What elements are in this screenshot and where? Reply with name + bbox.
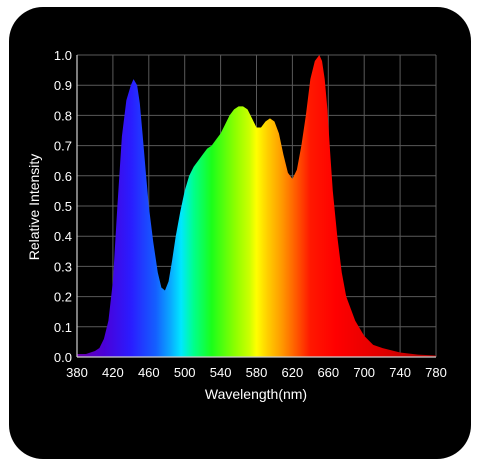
x-tick-label: 380: [66, 365, 88, 380]
y-axis-title: Relative Intensity: [26, 154, 42, 261]
y-tick-label: 0.5: [54, 199, 72, 214]
x-tick-label: 780: [425, 365, 447, 380]
x-tick-label: 740: [389, 365, 411, 380]
y-tick-label: 0.3: [54, 259, 72, 274]
x-tick-label: 620: [282, 365, 304, 380]
x-tick-label: 420: [102, 365, 124, 380]
y-tick-labels: 0.0 0.1 0.2 0.3 0.4 0.5 0.6 0.7 0.8 0.9 1.0: [54, 48, 72, 365]
y-tick-label: 0.0: [54, 350, 72, 365]
x-tick-label: 540: [210, 365, 232, 380]
x-tick-label: 580: [246, 365, 268, 380]
y-tick-label: 1.0: [54, 48, 72, 63]
y-tick-label: 0.4: [54, 229, 72, 244]
y-tick-label: 0.6: [54, 169, 72, 184]
y-tick-label: 0.1: [54, 320, 72, 335]
y-tick-label: 0.8: [54, 108, 72, 123]
y-tick-label: 0.2: [54, 290, 72, 305]
spectrum-area: [77, 55, 436, 357]
x-tick-label: 700: [353, 365, 375, 380]
x-axis-title: Wavelength(nm): [205, 386, 307, 402]
axes: [76, 55, 436, 358]
y-tick-label: 0.9: [54, 78, 72, 93]
x-tick-label: 660: [317, 365, 339, 380]
x-tick-label: 460: [138, 365, 160, 380]
x-tick-label: 500: [174, 365, 196, 380]
y-tick-label: 0.7: [54, 139, 72, 154]
x-tick-labels: 380 420 460 500 540 580 620 660 700 740 780: [66, 365, 447, 380]
